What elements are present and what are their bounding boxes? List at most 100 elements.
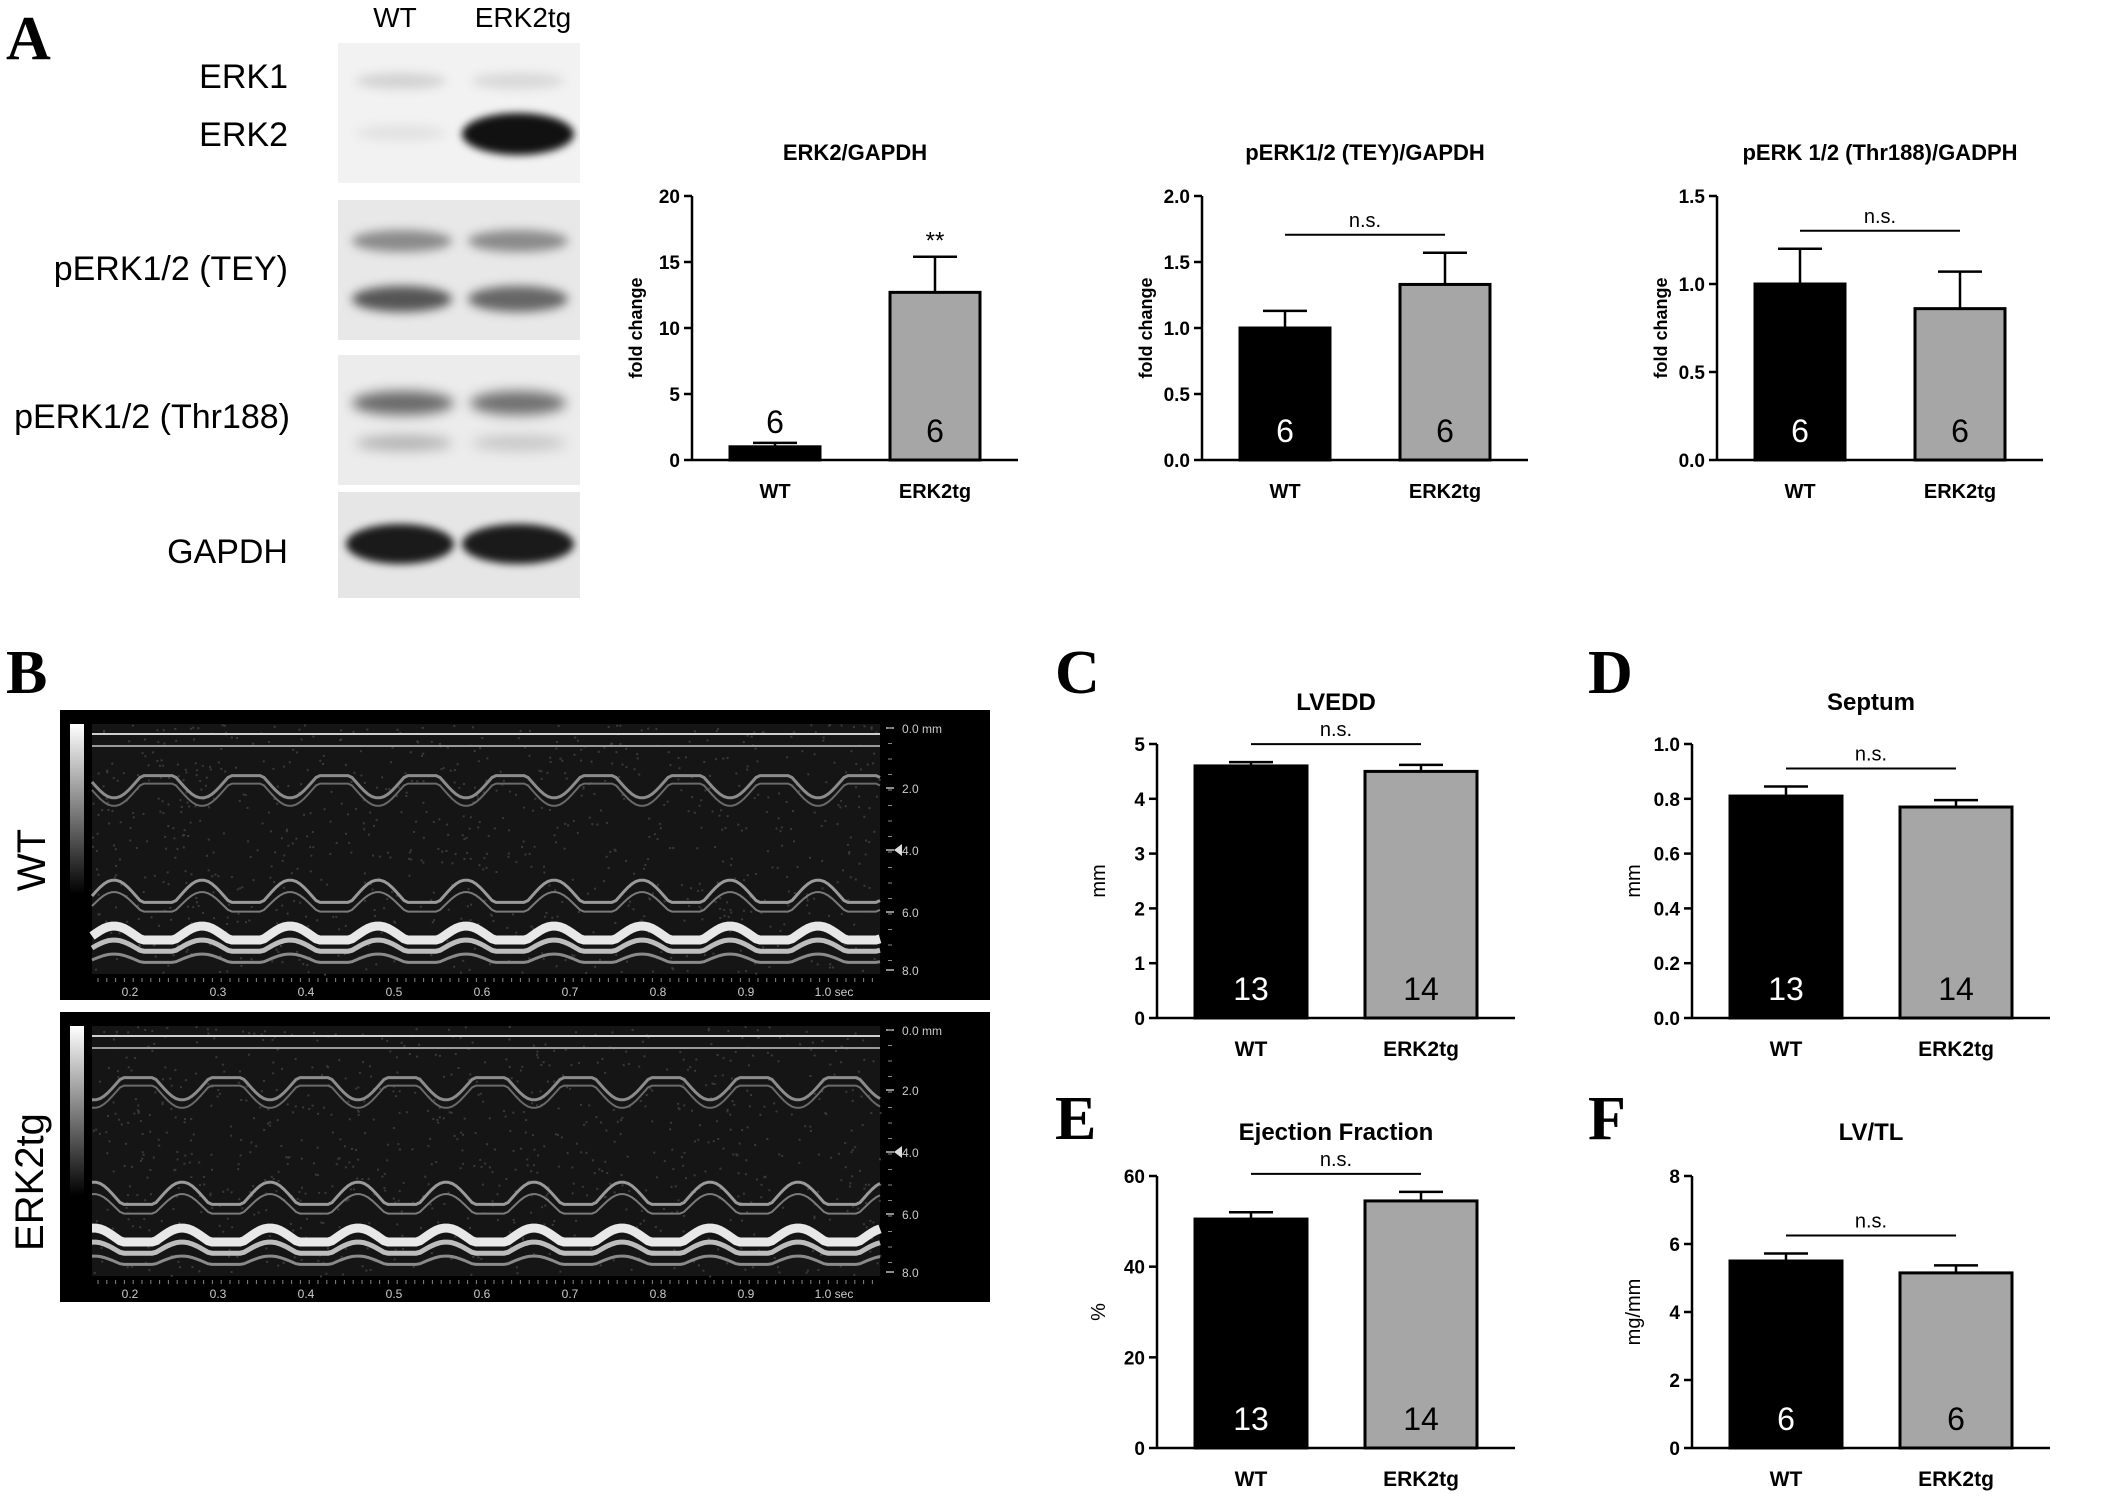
speckle	[717, 1248, 720, 1251]
speckle	[729, 1059, 732, 1062]
speckle	[719, 907, 722, 910]
speckle	[111, 810, 114, 813]
speckle	[370, 883, 373, 886]
y-tick-label: 1.0	[1164, 319, 1190, 340]
speckle	[106, 1152, 109, 1155]
speckle	[805, 1030, 808, 1033]
speckle	[264, 1030, 267, 1033]
bar-wt	[1753, 282, 1847, 462]
speckle	[744, 1173, 747, 1176]
speckle	[654, 1225, 657, 1228]
speckle	[717, 1137, 720, 1140]
speckle	[720, 809, 723, 812]
speckle	[463, 837, 466, 840]
speckle	[98, 913, 101, 916]
speckle	[137, 1104, 140, 1107]
speckle	[713, 1083, 716, 1086]
speckle	[755, 1178, 758, 1181]
speckle	[667, 751, 670, 754]
speckle	[198, 1184, 201, 1187]
speckle	[746, 1210, 749, 1213]
speckle	[280, 945, 283, 948]
x-tick-label: WT	[1269, 481, 1300, 503]
speckle	[326, 1247, 329, 1250]
speckle	[648, 897, 651, 900]
speckle	[177, 1260, 180, 1263]
n-label: 6	[1791, 413, 1809, 449]
speckle	[582, 787, 585, 790]
speckle	[565, 777, 568, 780]
speckle	[508, 829, 511, 832]
speckle	[806, 893, 809, 896]
speckle	[825, 781, 828, 784]
speckle	[277, 950, 280, 953]
speckle	[460, 1131, 463, 1134]
speckle	[748, 1105, 751, 1108]
speckle	[292, 748, 295, 751]
speckle	[132, 1225, 135, 1228]
speckle	[781, 1155, 784, 1158]
speckle	[532, 927, 535, 930]
speckle	[849, 836, 852, 839]
speckle	[866, 763, 869, 766]
speckle	[114, 848, 117, 851]
speckle	[101, 1260, 104, 1263]
speckle	[157, 924, 160, 927]
speckle	[478, 821, 481, 824]
speckle	[363, 881, 366, 884]
speckle	[164, 847, 167, 850]
speckle	[411, 1148, 414, 1151]
speckle	[727, 1030, 730, 1033]
time-tick-label: 0.6	[474, 985, 491, 999]
speckle	[304, 1192, 307, 1195]
speckle	[715, 730, 718, 733]
speckle	[283, 854, 286, 857]
speckle	[694, 1140, 697, 1143]
speckle	[93, 1271, 96, 1274]
speckle	[238, 800, 241, 803]
speckle	[170, 1274, 173, 1277]
speckle	[286, 1163, 289, 1166]
speckle	[625, 747, 628, 750]
speckle	[215, 1028, 218, 1031]
speckle	[383, 1186, 386, 1189]
significance-label: n.s.	[1855, 743, 1887, 765]
speckle	[478, 864, 481, 867]
speckle	[392, 1126, 395, 1129]
speckle	[543, 871, 546, 874]
speckle	[264, 1179, 267, 1182]
speckle	[672, 1168, 675, 1171]
speckle	[409, 751, 412, 754]
speckle	[228, 1248, 231, 1251]
speckle	[787, 904, 790, 907]
speckle	[566, 1086, 569, 1089]
speckle	[170, 1084, 173, 1087]
speckle	[479, 1092, 482, 1095]
speckle	[231, 1226, 234, 1229]
speckle	[369, 1268, 372, 1271]
speckle	[525, 1119, 528, 1122]
speckle	[863, 1187, 866, 1190]
speckle	[798, 1161, 801, 1164]
speckle	[237, 1168, 240, 1171]
speckle	[620, 1174, 623, 1177]
speckle	[306, 835, 309, 838]
speckle	[238, 1198, 241, 1201]
speckle	[190, 1117, 193, 1120]
speckle	[152, 1156, 155, 1159]
speckle	[807, 1188, 810, 1191]
speckle	[659, 827, 662, 830]
speckle	[153, 874, 156, 877]
speckle	[189, 821, 192, 824]
speckle	[688, 905, 691, 908]
speckle	[185, 791, 188, 794]
speckle	[169, 1077, 172, 1080]
speckle	[330, 790, 333, 793]
speckle	[344, 924, 347, 927]
speckle	[593, 792, 596, 795]
speckle	[212, 797, 215, 800]
speckle	[463, 857, 466, 860]
speckle	[161, 1078, 164, 1081]
speckle	[564, 959, 567, 962]
speckle	[508, 1026, 511, 1029]
